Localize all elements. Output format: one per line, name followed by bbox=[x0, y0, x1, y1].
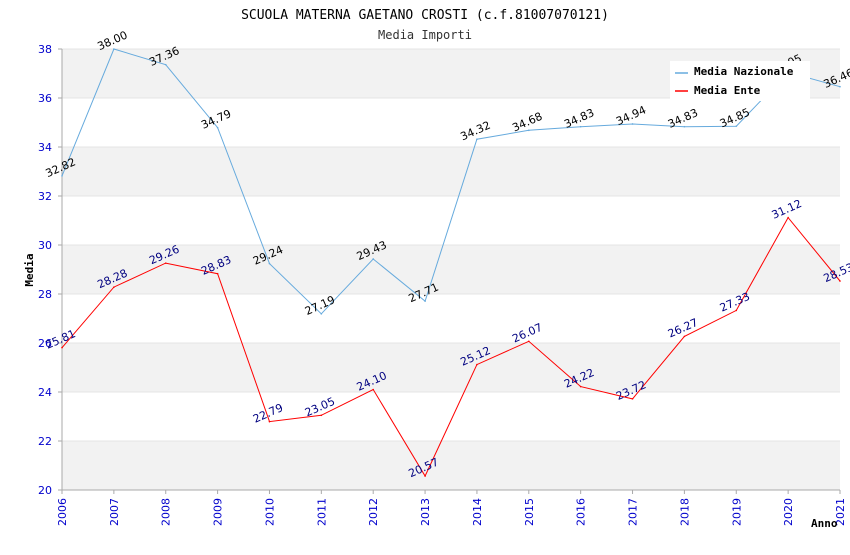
x-tick-label: 2007 bbox=[108, 498, 121, 526]
x-tick-label: 2015 bbox=[523, 498, 536, 526]
x-tick-label: 2010 bbox=[263, 498, 276, 526]
data-point bbox=[424, 475, 426, 477]
data-point bbox=[372, 388, 375, 391]
data-point bbox=[61, 346, 63, 349]
series-line bbox=[61, 216, 841, 478]
x-tick-label: 2008 bbox=[160, 498, 173, 526]
legend-label-media-ente: Media Ente bbox=[694, 84, 761, 97]
x-tick-label: 2013 bbox=[419, 498, 432, 526]
y-tick-label: 38 bbox=[38, 43, 52, 56]
grid-band bbox=[62, 343, 840, 392]
y-tick-label: 24 bbox=[38, 386, 52, 399]
x-tick-label: 2011 bbox=[315, 498, 328, 526]
x-tick-label: 2014 bbox=[471, 498, 484, 526]
y-tick-label: 34 bbox=[38, 141, 52, 154]
legend-label-media-nazionale: Media Nazionale bbox=[694, 65, 794, 78]
y-tick-label: 36 bbox=[38, 92, 52, 105]
y-axis-label: Media bbox=[23, 253, 36, 286]
grid-band bbox=[62, 441, 840, 490]
chart-title: SCUOLA MATERNA GAETANO CROSTI (c.f.81007… bbox=[241, 8, 609, 23]
data-point bbox=[320, 414, 323, 417]
x-tick-label: 2020 bbox=[782, 498, 795, 526]
data-point bbox=[113, 48, 115, 50]
x-tick-label: 2006 bbox=[56, 498, 69, 526]
y-tick-label: 20 bbox=[38, 484, 52, 497]
data-point bbox=[476, 138, 478, 140]
data-point bbox=[839, 280, 841, 282]
data-point bbox=[216, 126, 219, 129]
series-line bbox=[61, 48, 841, 315]
data-point bbox=[216, 272, 219, 275]
data-point bbox=[61, 175, 63, 177]
legend: Media Nazionale Media Ente bbox=[670, 61, 810, 101]
data-point bbox=[631, 123, 634, 125]
data-point bbox=[372, 258, 375, 260]
data-point bbox=[268, 420, 271, 423]
data-point bbox=[735, 125, 738, 127]
data-point bbox=[528, 129, 530, 132]
x-tick-label: 2017 bbox=[627, 498, 640, 526]
data-point bbox=[787, 216, 789, 219]
data-point bbox=[735, 309, 738, 312]
data-point bbox=[164, 63, 167, 66]
y-tick-label: 22 bbox=[38, 435, 52, 448]
y-tick-label: 32 bbox=[38, 190, 52, 203]
data-point bbox=[528, 340, 530, 343]
grid-band bbox=[62, 245, 840, 294]
chart-subtitle: Media Importi bbox=[378, 28, 472, 42]
x-tick-label: 2019 bbox=[730, 498, 743, 526]
data-point bbox=[268, 262, 271, 265]
y-tick-label: 26 bbox=[38, 337, 52, 350]
x-axis-label: Anno bbox=[811, 517, 838, 530]
series-lines bbox=[61, 48, 841, 478]
data-point bbox=[424, 300, 426, 302]
x-tick-label: 2021 bbox=[834, 498, 847, 526]
grid-band bbox=[62, 147, 840, 196]
y-axis-ticks: 20 22 24 26 28 30 32 34 36 38 bbox=[38, 43, 62, 497]
data-point bbox=[476, 363, 478, 366]
data-point bbox=[631, 398, 634, 400]
data-point bbox=[683, 125, 686, 128]
x-tick-label: 2009 bbox=[212, 498, 225, 526]
data-point bbox=[320, 313, 323, 315]
y-tick-label: 30 bbox=[38, 239, 52, 252]
y-tick-label: 28 bbox=[38, 288, 52, 301]
data-point bbox=[113, 286, 115, 288]
data-point bbox=[164, 262, 167, 264]
data-point bbox=[839, 85, 841, 88]
x-tick-label: 2016 bbox=[575, 498, 588, 526]
data-point bbox=[579, 385, 582, 388]
x-tick-label: 2018 bbox=[678, 498, 691, 526]
axes bbox=[61, 49, 840, 491]
x-tick-label: 2012 bbox=[367, 498, 380, 526]
data-point bbox=[683, 335, 686, 338]
x-axis-ticks: 2006 2007 2008 2009 2010 2011 2012 2013 2014 2015… bbox=[56, 490, 847, 526]
legend-box bbox=[670, 61, 810, 101]
data-point bbox=[579, 125, 582, 128]
